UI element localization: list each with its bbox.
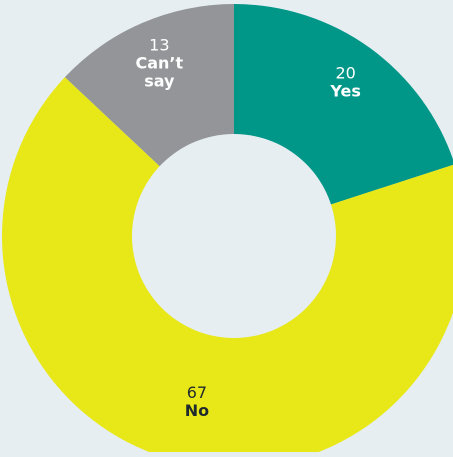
donut-hole: [132, 134, 336, 338]
slice-value-label: 67: [187, 383, 207, 402]
slice-category-label: say: [144, 71, 175, 90]
slice-category-label: Can’t: [136, 53, 184, 72]
slice-category-label: No: [185, 401, 209, 420]
slice-value-label: 13: [149, 35, 169, 54]
slice-value-label: 20: [335, 63, 355, 82]
slice-category-label: Yes: [329, 81, 361, 100]
